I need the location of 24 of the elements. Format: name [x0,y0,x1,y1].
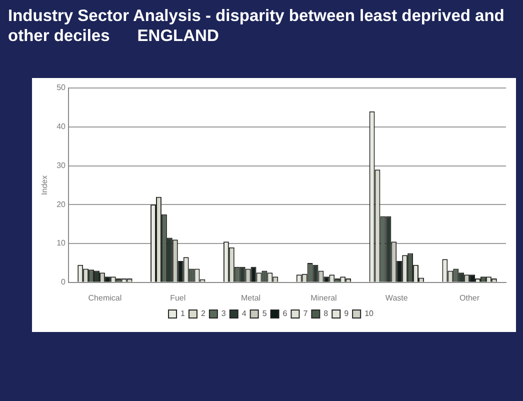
legend-label: 6 [282,309,288,318]
y-tick-label: 50 [56,83,66,92]
y-tick-label: 40 [56,122,66,132]
legend-label: 7 [303,309,308,318]
y-axis-title: Index [40,175,50,195]
legend-label: 1 [180,309,186,318]
y-tick-label: 20 [56,200,66,209]
x-tick-label: Metal [241,293,261,302]
x-tick-label: Fuel [170,293,186,302]
y-tick-label: 0 [61,278,66,287]
legend-label: 3 [221,309,226,318]
y-tick-label: 10 [56,238,66,248]
legend-label: 8 [324,309,329,318]
x-tick-label: Other [460,293,480,302]
legend-label: 9 [344,309,350,318]
legend-label: 10 [364,309,374,318]
x-tick-label: Waste [385,293,408,302]
legend-label: 2 [200,309,206,318]
legend-label: 5 [262,309,268,318]
chart-title: Industry Sector Analysis - disparity between least deprived and other deciles ENGLAND [8,6,506,46]
legend-label: 4 [242,309,247,318]
x-tick-label: Chemical [88,293,122,302]
y-tick-label: 30 [56,160,66,170]
x-tick-label: Mineral [310,293,338,302]
